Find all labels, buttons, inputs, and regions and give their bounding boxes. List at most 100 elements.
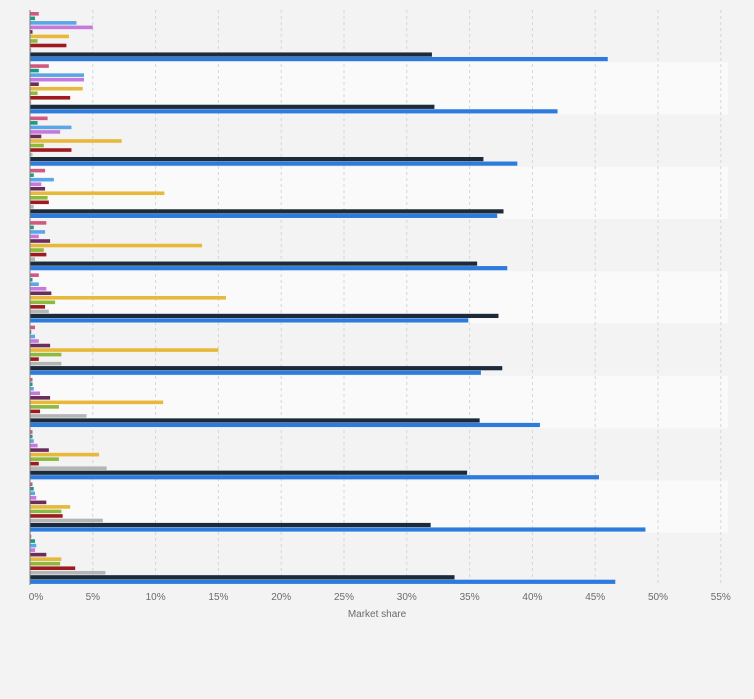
bar [30,439,34,443]
bar [30,230,46,234]
bar [30,109,558,114]
bar [30,257,36,261]
bar [30,505,71,509]
bar [30,225,34,230]
bar [30,400,164,405]
bar [30,361,62,366]
x-axis: 0% 5% 10% 15% 20% 25% 30% 35% 40% 45% 50% 55% [29,10,731,603]
bar [30,209,504,214]
bar [30,548,36,552]
bar [30,64,49,68]
bar [30,514,63,518]
bar [30,30,33,34]
bar [30,391,41,396]
bar [30,377,33,382]
bar [30,309,49,314]
bar [30,325,36,330]
bar [30,566,76,571]
bar [30,139,122,143]
bar [30,186,46,191]
bar [30,482,33,487]
bar [30,52,432,57]
bar [30,168,46,173]
bar [30,39,38,43]
bar [30,352,62,357]
bar [30,21,77,25]
bar [30,48,32,52]
bar [30,161,518,166]
bar [30,475,599,480]
bar [30,130,61,134]
bar [30,579,616,584]
bar [30,522,431,528]
bar [30,300,56,305]
bar [30,125,72,130]
bar [30,414,87,418]
bar [30,82,39,86]
x-axis-title: Market share [348,609,407,620]
bar [30,518,103,523]
bar [30,318,469,323]
bar [30,370,481,375]
bar [30,561,61,566]
bar [30,182,42,186]
bar [30,200,49,205]
bar [30,461,39,466]
x-tick-label: 10% [146,592,166,603]
bar [30,291,52,296]
x-tick-label: 5% [86,592,101,603]
bar [30,91,38,96]
bar [30,277,33,282]
bar [30,313,499,319]
bar [30,491,36,496]
bar [30,73,85,77]
bar [30,330,32,334]
bar [30,500,47,505]
bar [30,443,38,448]
bar [30,486,34,491]
bars [30,12,646,584]
bar [30,366,503,371]
bar [30,173,34,177]
bar [30,496,37,500]
x-tick-label: 20% [271,592,291,603]
bar [30,534,32,539]
bar [30,77,85,82]
x-tick-label: 50% [648,592,668,603]
bar [30,95,71,100]
bar [30,152,33,157]
bar [30,339,39,343]
bar [30,509,62,514]
x-tick-label: 0% [29,592,44,603]
bar [30,86,83,91]
bar [30,191,165,196]
bar [30,457,59,461]
bar [30,248,44,252]
bar [30,177,54,182]
bar [30,213,498,218]
bar [30,148,72,152]
bar [30,68,39,73]
bar [30,357,39,361]
bar [30,143,44,148]
bar [30,243,203,248]
bar [30,234,39,239]
bar [30,386,34,391]
bar [30,100,32,105]
bar [30,552,47,557]
bar [30,470,468,475]
bar [30,409,41,414]
bar [30,104,435,109]
bar [30,12,39,16]
bar [30,343,51,348]
bar [30,543,37,548]
bar [30,56,608,62]
bar [30,405,59,409]
bar [30,418,480,423]
bar [30,239,51,243]
bar [30,261,478,266]
x-tick-label: 55% [711,592,731,603]
bar [30,34,69,39]
